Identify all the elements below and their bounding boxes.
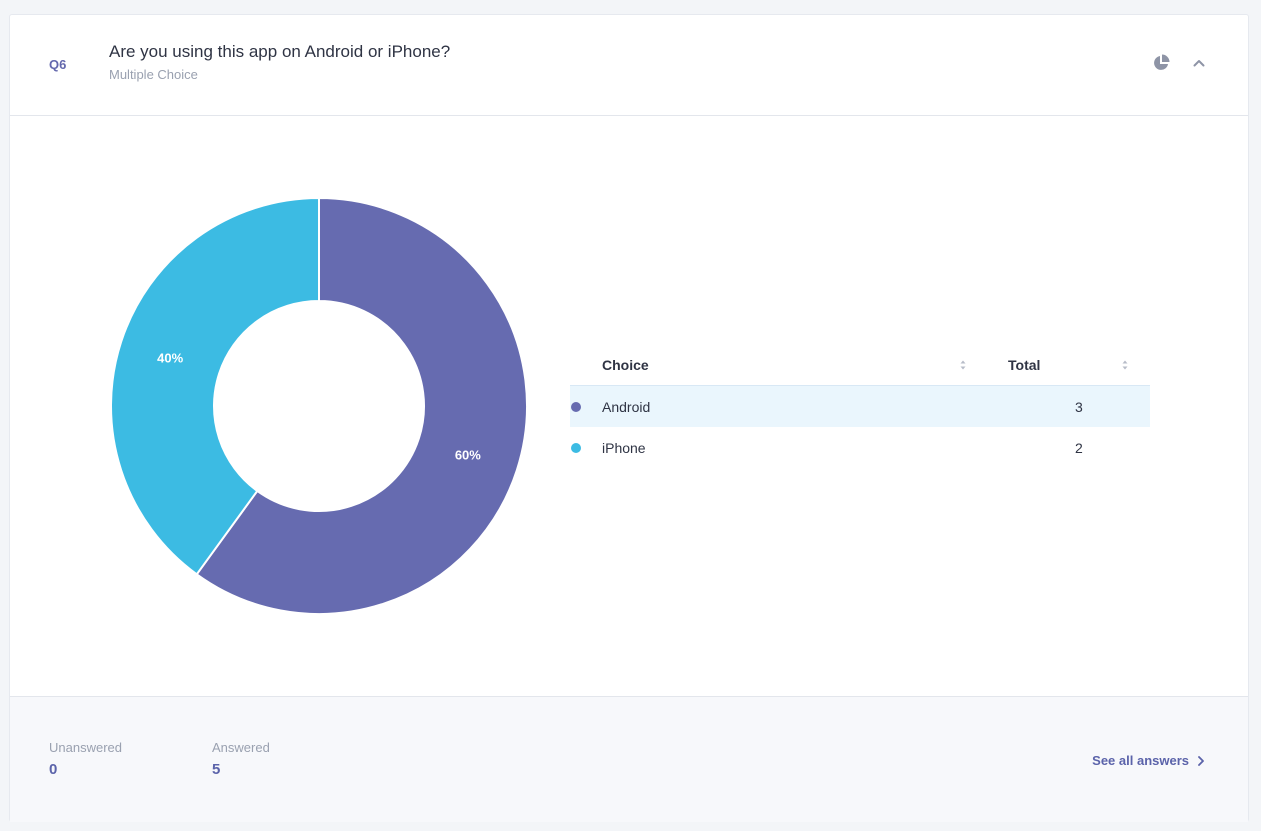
answered-value: 5 [212, 761, 221, 778]
see-all-answers-label: See all answers [1092, 753, 1189, 768]
see-all-answers-link[interactable]: See all answers [1092, 753, 1205, 768]
table-row[interactable]: iPhone 2 [570, 427, 1150, 468]
chevron-up-icon[interactable] [1189, 53, 1209, 73]
choice-total: 2 [1075, 440, 1083, 456]
question-type: Multiple Choice [109, 67, 198, 82]
answered-stat: Answered 5 [212, 740, 270, 778]
card-footer: Unanswered 0 Answered 5 See all answers [10, 696, 1248, 822]
slice-label-android: 60% [455, 447, 481, 462]
unanswered-stat: Unanswered 0 [49, 740, 122, 778]
donut-slice-android[interactable] [195, 196, 528, 615]
unanswered-label: Unanswered [49, 740, 122, 755]
legend-dot-iphone [571, 443, 581, 453]
results-table: Choice Total Android [570, 345, 1150, 468]
chevron-right-icon [1198, 755, 1204, 766]
donut-slice-iphone[interactable] [110, 196, 320, 576]
question-title: Are you using this app on Android or iPh… [109, 42, 451, 61]
column-header-choice[interactable]: Choice [602, 357, 649, 373]
table-header: Choice Total [570, 345, 1150, 386]
choice-label: iPhone [602, 440, 646, 456]
sort-total-icon[interactable] [1121, 358, 1129, 372]
chart-area: 60% 40% Choice Total [10, 116, 1248, 696]
unanswered-value: 0 [49, 761, 58, 778]
table-row[interactable]: Android 3 [570, 386, 1150, 427]
legend-dot-android [571, 402, 581, 412]
question-header: Q6 Are you using this app on Android or … [10, 15, 1248, 116]
answered-label: Answered [212, 740, 270, 755]
donut-chart: 60% 40% [110, 196, 528, 615]
sort-choice-icon[interactable] [959, 358, 967, 372]
choice-label: Android [602, 399, 651, 415]
choice-total: 3 [1075, 399, 1083, 415]
question-number: Q6 [49, 57, 67, 72]
slice-label-iphone: 40% [157, 351, 183, 366]
pie-chart-icon[interactable] [1151, 53, 1171, 73]
column-header-total[interactable]: Total [1008, 357, 1041, 373]
question-card: Q6 Are you using this app on Android or … [9, 14, 1249, 822]
